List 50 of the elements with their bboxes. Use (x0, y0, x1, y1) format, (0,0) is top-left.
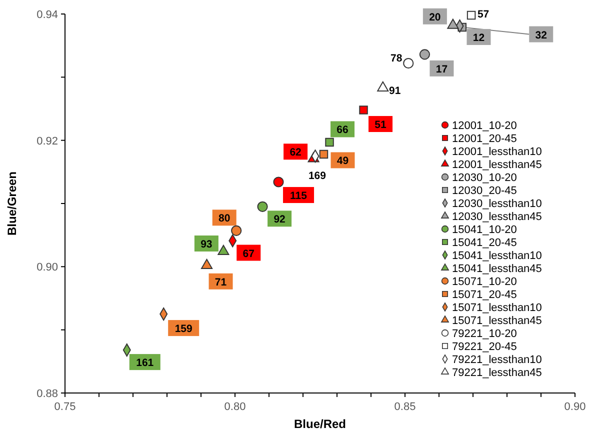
annotation: 80 (218, 212, 230, 225)
annotation: 62 (290, 146, 302, 159)
annotation: 67 (242, 248, 255, 260)
y-tick-label: 0.90 (36, 262, 58, 274)
y-tick-label: 0.92 (36, 135, 58, 148)
annotation: 92 (274, 214, 286, 226)
legend-label: 15041_lessthan10 (452, 250, 542, 262)
x-tick-label: 0.75 (54, 401, 76, 413)
legend-label: 15071_10-20 (452, 276, 517, 288)
legend-label: 79221_lessthan10 (452, 354, 542, 366)
legend-label: 12030_lessthan10 (452, 198, 542, 210)
legend-label: 15071_20-45 (452, 289, 517, 301)
legend-label: 79221_10-20 (452, 328, 517, 340)
x-tick-label: 0.85 (394, 401, 416, 413)
legend-label: 15071_lessthan45 (452, 315, 542, 327)
legend-label: 15041_10-20 (452, 224, 517, 236)
annotation: 20 (429, 11, 441, 24)
annotation: 66 (336, 124, 349, 136)
annotation: 57 (477, 8, 490, 20)
annotation: 12 (472, 32, 485, 44)
legend-label: 79221_lessthan45 (452, 367, 542, 379)
x-tick-label: 0.90 (564, 401, 586, 413)
annotation: 17 (436, 63, 448, 76)
legend-label: 15041_lessthan45 (452, 263, 542, 275)
annotation: 169 (308, 170, 326, 182)
legend-label: 12030_10-20 (452, 172, 517, 184)
legend-label: 12001_lessthan10 (452, 146, 542, 158)
legend-label: 12001_20-45 (452, 133, 517, 145)
legend-label: 15071_lessthan10 (452, 302, 542, 314)
legend-label: 12030_lessthan45 (452, 211, 542, 223)
legend-label: 12001_10-20 (452, 120, 517, 132)
annotation: 115 (290, 190, 308, 202)
legend-label: 12030_20-45 (452, 185, 517, 197)
x-axis-title: Blue/Red (294, 417, 346, 431)
y-axis-title: Blue/Green (5, 171, 19, 236)
annotation: 71 (214, 276, 227, 288)
annotation: 159 (174, 323, 193, 336)
annotation: 78 (390, 52, 402, 64)
annotation: 91 (389, 84, 401, 97)
annotation: 51 (374, 119, 387, 132)
annotation: 49 (336, 155, 349, 168)
legend-label: 15041_20-45 (452, 237, 517, 249)
annotation: 32 (535, 29, 548, 42)
annotation: 161 (136, 357, 154, 370)
y-tick-label: 0.88 (36, 388, 58, 400)
y-tick-label: 0.94 (36, 9, 58, 21)
legend-label: 79221_20-45 (452, 341, 517, 353)
annotation: 93 (200, 238, 212, 251)
x-tick-label: 0.80 (224, 401, 246, 413)
legend-label: 12001_lessthan45 (452, 159, 542, 171)
